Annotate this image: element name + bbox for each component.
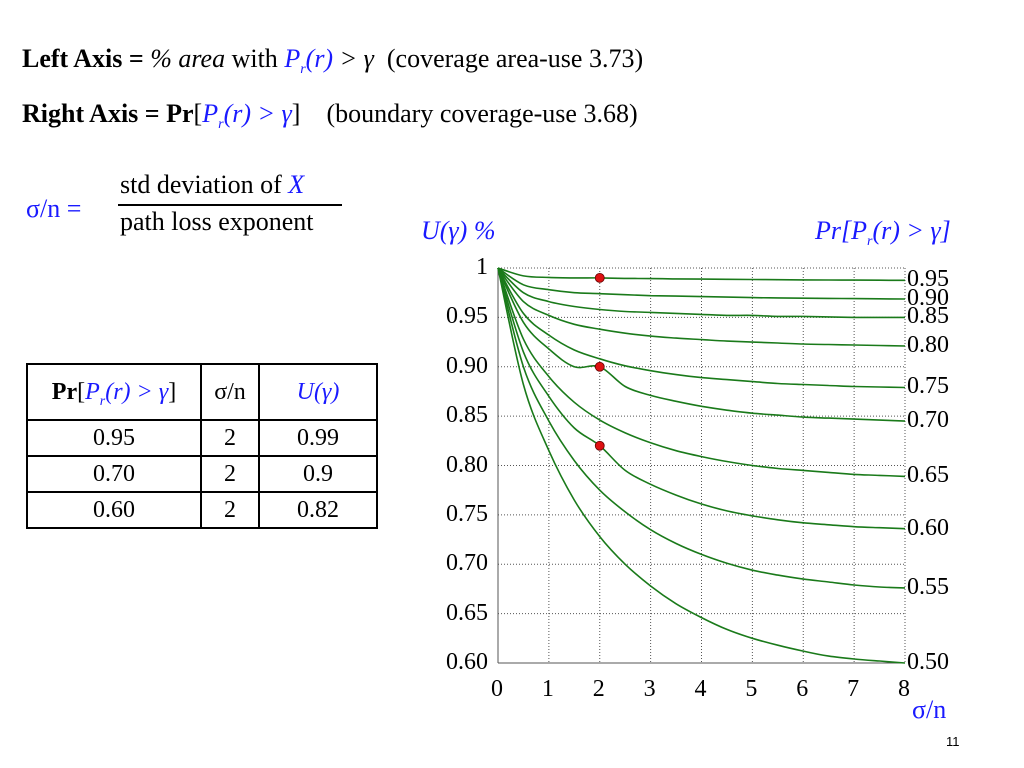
page-number: 11: [946, 734, 960, 749]
left-axis-gt: > γ: [333, 44, 374, 73]
y-tick-label: 0.70: [446, 550, 488, 577]
table-cell-u: 0.9: [258, 455, 378, 493]
table-cell-sn: 2: [200, 491, 260, 529]
right-tick-label: 0.60: [907, 514, 949, 541]
definition-numerator: std deviation of X: [120, 170, 304, 200]
right-tick-label: 0.70: [907, 407, 949, 434]
series-line-0.75: [497, 267, 906, 389]
data-marker: [594, 272, 605, 283]
series-line-0.85: [497, 267, 905, 319]
table-row: 0.70 2 0.9: [26, 455, 378, 493]
left-axis-r: (r): [305, 44, 334, 73]
table-header-pr: Pr[Pr(r) > γ]: [26, 363, 202, 421]
x-tick-label: 4: [694, 676, 707, 702]
right-axis-note: (boundary coverage-use 3.68): [326, 99, 638, 128]
right-axis-close: ]: [291, 99, 301, 128]
series-line-0.80: [497, 267, 906, 347]
table-header-u: U(γ): [258, 363, 378, 421]
x-tick-label: 0: [491, 676, 503, 702]
x-tick-label: 1: [541, 676, 554, 702]
definition-numerator-text: std deviation of: [120, 170, 289, 199]
left-axis-pct: %: [150, 44, 179, 73]
left-axis-definition: Left Axis = % area with Pr(r) > γ (cover…: [22, 44, 644, 78]
x-tick-label: 8: [898, 676, 910, 702]
y-tick-label: 0.90: [446, 352, 488, 379]
right-tick-label: 0.50: [907, 649, 949, 675]
left-axis-p: P: [284, 44, 301, 73]
probability-table: Pr[Pr(r) > γ] σ/n U(γ) 0.95 2 0.99 0.70 …: [26, 363, 378, 529]
left-axis-area: area: [178, 44, 226, 73]
definition-denominator: path loss exponent: [120, 207, 314, 236]
table-cell-sn: 2: [200, 419, 260, 457]
x-tick-label: 2: [592, 676, 605, 702]
right-axis-open: [: [193, 99, 203, 128]
x-tick-label: 3: [643, 676, 656, 702]
table-header-sigma-n: σ/n: [200, 363, 260, 421]
right-tick-label: 0.75: [907, 373, 949, 400]
table-cell-pr: 0.70: [26, 455, 202, 493]
series-line-0.50: [497, 267, 906, 664]
right-tick-label: 0.90: [907, 285, 949, 311]
data-marker: [594, 361, 605, 372]
axes: [497, 268, 905, 664]
series-line-0.95: [497, 267, 906, 282]
right-axis-prefix: Right Axis =: [22, 99, 167, 128]
definition-lhs: σ/n =: [26, 194, 82, 223]
markers: [594, 272, 605, 451]
right-tick-label: 0.95: [907, 266, 949, 293]
y-tick-label: 0.75: [446, 500, 488, 527]
series: [497, 267, 906, 664]
table-row: 0.95 2 0.99: [26, 419, 378, 457]
x-tick-label: 5: [745, 676, 758, 702]
y-tick-label: 0.95: [446, 303, 488, 330]
right-tick-label: 0.55: [907, 573, 949, 600]
x-tick-label: 7: [847, 676, 860, 702]
right-tick-label: 0.65: [907, 462, 949, 489]
right-axis-gt: > γ: [251, 99, 292, 128]
right-axis-definition: Right Axis = Pr[Pr(r) > γ] (boundary cov…: [22, 99, 638, 133]
series-line-0.60: [497, 267, 906, 530]
y-tick-label: 1: [476, 254, 488, 280]
table-cell-pr: 0.95: [26, 419, 202, 457]
left-axis-with: with: [225, 44, 285, 73]
left-axis-r-sub: r: [300, 62, 306, 78]
table-row: 0.60 2 0.82: [26, 491, 378, 529]
right-axis-pr: Pr: [166, 99, 194, 128]
right-axis-p: P: [202, 99, 219, 128]
left-axis-prefix: Left Axis =: [22, 44, 151, 73]
definition-numerator-var: X: [288, 170, 305, 199]
right-axis-r-sub: r: [218, 117, 224, 133]
table-cell-u: 0.99: [258, 419, 378, 457]
table-cell-sn: 2: [200, 455, 260, 493]
series-line-0.65: [497, 267, 906, 478]
x-axis-label: σ/n: [912, 695, 947, 724]
table-cell-u: 0.82: [258, 491, 378, 529]
series-line-0.70: [497, 267, 906, 422]
left-axis-note: (coverage area-use 3.73): [386, 44, 644, 73]
table-cell-pr: 0.60: [26, 491, 202, 529]
right-axis-r: (r): [223, 99, 251, 128]
fraction-bar: [118, 204, 342, 206]
y-tick-label: 0.65: [446, 599, 488, 626]
data-marker: [594, 440, 605, 451]
right-tick-label: 0.80: [907, 332, 949, 358]
right-tick-label: 0.85: [907, 303, 949, 330]
table-header-row: Pr[Pr(r) > γ] σ/n U(γ): [26, 363, 378, 421]
grid: [497, 267, 906, 664]
y-tick-label: 0.60: [446, 649, 488, 675]
y-tick-label: 0.80: [446, 451, 488, 478]
right-axis-label: Pr[Pr(r) > γ]: [815, 216, 951, 250]
x-tick-label: 6: [796, 676, 809, 702]
series-line-0.90: [497, 267, 906, 300]
left-axis-label: U(γ) %: [421, 216, 496, 245]
y-tick-label: 0.85: [446, 402, 488, 429]
series-line-0.55: [497, 267, 906, 589]
